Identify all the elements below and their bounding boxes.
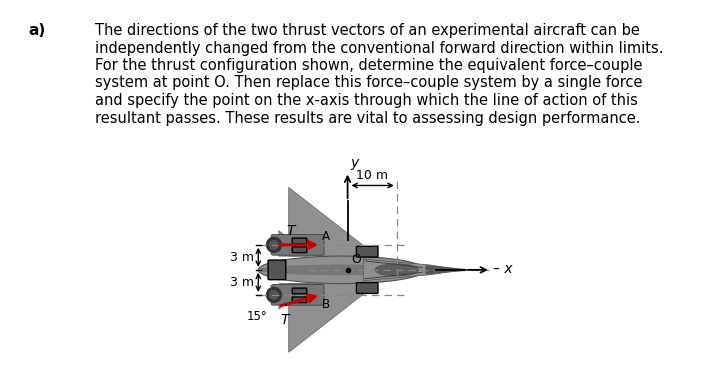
Text: B: B (322, 298, 330, 311)
Ellipse shape (258, 256, 425, 284)
Polygon shape (279, 231, 308, 256)
Circle shape (270, 291, 279, 299)
Circle shape (266, 237, 282, 252)
Text: y: y (351, 156, 359, 170)
Text: 10 m: 10 m (356, 169, 388, 182)
Text: 15°: 15° (247, 310, 268, 323)
FancyBboxPatch shape (356, 283, 378, 293)
Text: A: A (322, 230, 330, 243)
Text: 3 m: 3 m (230, 251, 254, 264)
Text: 3 m: 3 m (230, 276, 254, 289)
Polygon shape (364, 259, 462, 281)
Text: and specify the point on the x-axis through which the line of action of this: and specify the point on the x-axis thro… (95, 93, 638, 108)
Circle shape (266, 287, 282, 302)
FancyBboxPatch shape (271, 234, 324, 255)
FancyBboxPatch shape (292, 238, 307, 244)
Text: independently changed from the conventional forward direction within limits.: independently changed from the conventio… (95, 40, 664, 56)
FancyBboxPatch shape (271, 284, 324, 305)
FancyBboxPatch shape (292, 247, 307, 252)
Text: resultant passes. These results are vital to assessing design performance.: resultant passes. These results are vita… (95, 110, 641, 125)
Text: The directions of the two thrust vectors of an experimental aircraft can be: The directions of the two thrust vectors… (95, 23, 640, 38)
Text: T: T (280, 313, 289, 327)
Circle shape (270, 241, 279, 249)
FancyBboxPatch shape (268, 260, 286, 280)
Text: system at point O. Then replace this force–couple system by a single force: system at point O. Then replace this for… (95, 75, 642, 91)
FancyBboxPatch shape (292, 288, 307, 294)
Text: T: T (287, 224, 295, 238)
FancyBboxPatch shape (292, 297, 307, 302)
Ellipse shape (375, 264, 418, 276)
Polygon shape (289, 187, 377, 256)
Polygon shape (289, 284, 377, 352)
Polygon shape (426, 266, 469, 274)
FancyBboxPatch shape (356, 246, 378, 257)
Text: – x: – x (492, 262, 513, 276)
Text: a): a) (28, 23, 45, 38)
Polygon shape (279, 284, 308, 309)
Text: O: O (351, 253, 361, 266)
Text: For the thrust configuration shown, determine the equivalent force–couple: For the thrust configuration shown, dete… (95, 58, 642, 73)
Ellipse shape (258, 265, 425, 275)
